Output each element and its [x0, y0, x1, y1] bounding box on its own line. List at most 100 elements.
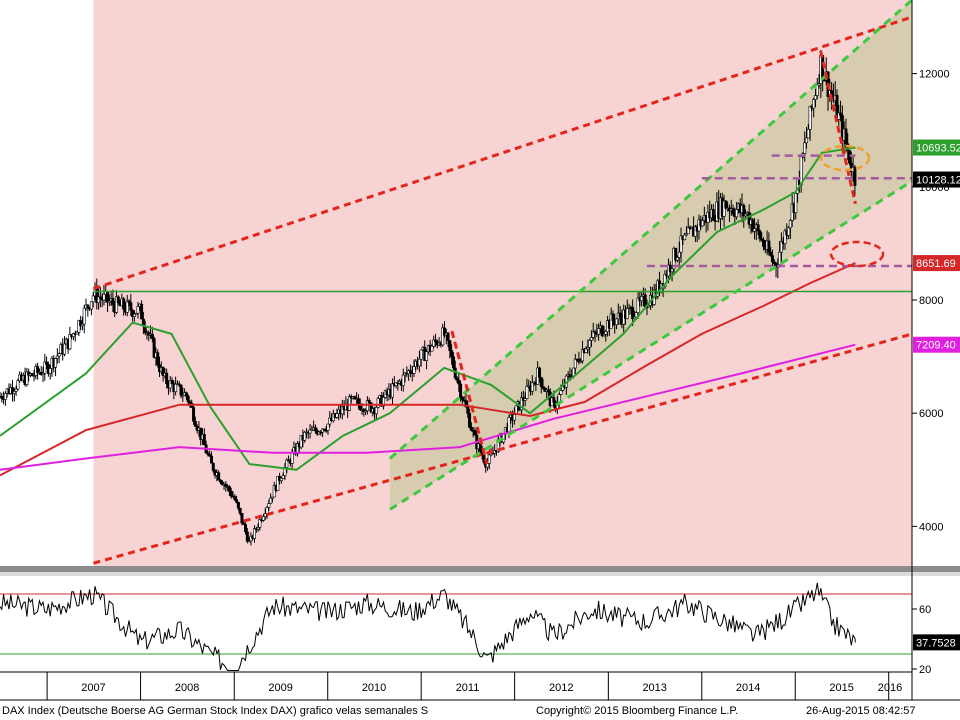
- last-value-badge: [913, 171, 960, 188]
- candle-body: [0, 396, 4, 399]
- candle-body: [55, 355, 59, 359]
- candle-body: [466, 406, 470, 414]
- candle-body: [609, 313, 613, 329]
- grid-layer: [0, 566, 960, 576]
- candle-body: [586, 347, 590, 350]
- candle-body: [507, 417, 511, 433]
- candle-body: [140, 303, 144, 320]
- candle-body: [668, 264, 672, 273]
- candle-body: [218, 479, 222, 483]
- candle-body: [588, 340, 592, 348]
- candle-body: [281, 475, 285, 479]
- candle-body: [63, 343, 67, 355]
- candle-body: [408, 370, 412, 373]
- candle-body: [152, 338, 156, 358]
- candle-body: [322, 428, 326, 431]
- candle-body: [615, 318, 619, 326]
- candle-body: [367, 400, 371, 404]
- candle-body: [296, 443, 300, 455]
- pre-shade-area: [0, 0, 94, 566]
- candle-body: [340, 406, 344, 415]
- candle-body: [679, 235, 683, 253]
- candle-body: [808, 105, 812, 130]
- candle-body: [193, 420, 197, 427]
- candle-body: [419, 349, 423, 360]
- candle-body: [684, 233, 688, 236]
- candle-body: [111, 298, 115, 305]
- candle-body: [179, 384, 183, 396]
- candle-body: [794, 193, 798, 214]
- candle-body: [256, 527, 260, 530]
- last-value-label: 8651.69: [916, 258, 956, 270]
- date-axis-label: 2013: [642, 682, 666, 694]
- candle-body: [303, 432, 307, 441]
- candle-body: [803, 142, 807, 154]
- panel-separator: [0, 566, 960, 572]
- shade-mask-bottom: [389, 181, 912, 566]
- candle-body: [174, 383, 178, 392]
- candle-body: [597, 328, 601, 335]
- candle-body: [473, 430, 477, 436]
- candle-body: [460, 397, 464, 401]
- candle-body: [813, 95, 817, 100]
- candle-body: [177, 383, 181, 386]
- candle-body: [724, 200, 728, 209]
- candle-body: [573, 358, 577, 369]
- drop-line-1: [819, 50, 857, 205]
- candle-body: [742, 205, 746, 217]
- candle-body: [245, 531, 249, 542]
- candle-body: [208, 454, 212, 457]
- candle-body: [631, 307, 635, 320]
- candle-body: [206, 452, 210, 455]
- candle-body: [261, 516, 265, 521]
- candle-body: [677, 251, 681, 258]
- candle-body: [761, 239, 765, 247]
- candle-body: [16, 380, 20, 390]
- candle-body: [591, 331, 595, 338]
- candle-body: [227, 486, 231, 492]
- candle-body: [319, 431, 323, 434]
- candle-body: [611, 313, 615, 322]
- candle-body: [192, 407, 196, 422]
- candle-body: [181, 394, 185, 397]
- candle-body: [132, 313, 136, 317]
- candle-body: [520, 397, 524, 411]
- date-axis-label: 2015: [829, 682, 853, 694]
- candle-body: [468, 413, 472, 428]
- candle-body: [744, 213, 748, 217]
- candle-body: [299, 435, 303, 448]
- last-value-badge: [913, 139, 960, 156]
- candle-body: [229, 491, 233, 497]
- candle-body: [625, 308, 629, 319]
- candle-body: [376, 398, 380, 408]
- candle-body: [417, 358, 421, 367]
- indicator-layer: [0, 582, 912, 672]
- candle-body: [812, 99, 816, 109]
- candle-body: [244, 524, 248, 533]
- candle-body: [663, 273, 667, 287]
- ma-lines-layer: [0, 146, 856, 477]
- green-channel-line-1: [389, 179, 913, 511]
- moving-average-1: [0, 262, 856, 477]
- candle-body: [584, 348, 588, 353]
- candle-body: [374, 406, 378, 415]
- candle-body: [270, 496, 274, 499]
- candle-body: [116, 296, 120, 304]
- candle-body: [853, 166, 857, 186]
- candle-body: [412, 366, 416, 374]
- moving-average-0: [0, 146, 856, 471]
- candle-body: [136, 306, 140, 314]
- last-value-badges: 10693.52 10128.12 8651.69 7209.40 37.7528: [913, 139, 960, 651]
- last-value-label: 7209.40: [916, 340, 956, 352]
- candle-body: [106, 291, 110, 303]
- candle-body: [211, 462, 215, 471]
- candle-body: [778, 251, 782, 266]
- candle-body: [783, 230, 787, 244]
- candle-body: [276, 475, 280, 491]
- candle-body: [3, 393, 7, 400]
- date-axis-label: 2011: [456, 682, 480, 694]
- candle-body: [589, 337, 593, 341]
- candle-body: [356, 398, 360, 405]
- indicator-last-value-badge: [913, 634, 960, 651]
